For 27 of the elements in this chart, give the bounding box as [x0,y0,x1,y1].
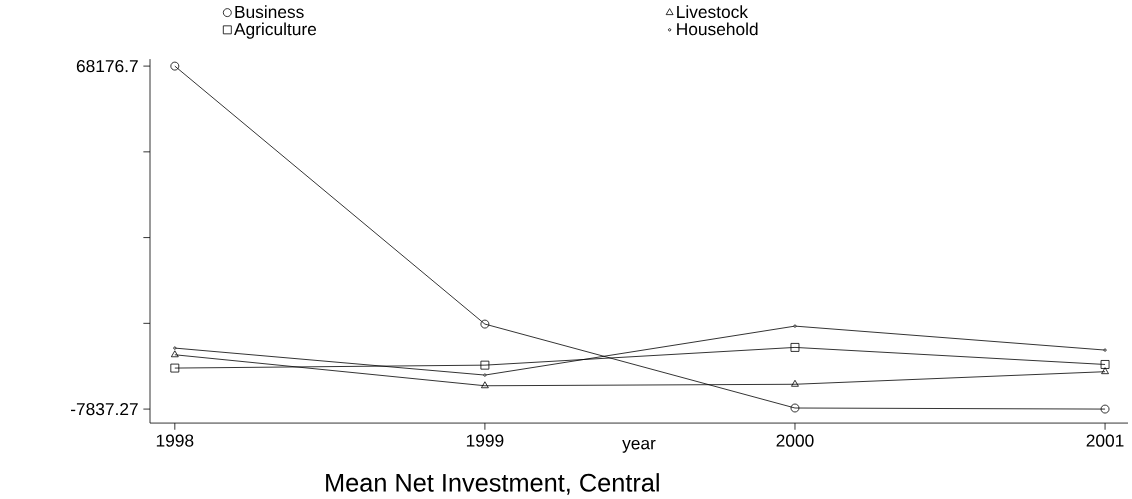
point [173,346,177,350]
legend-label: Business [235,5,304,18]
point [480,319,490,329]
point [483,373,487,377]
text: Mean Net Investment, Central [326,473,659,495]
point [481,381,489,389]
point [170,61,180,71]
point [1100,404,1110,414]
point [791,379,799,387]
x-axis-title: year [622,439,656,453]
point [790,403,800,413]
point [170,363,180,373]
x-tick-label: 2001 [1086,434,1124,447]
x-tick-label: 2000 [776,434,814,447]
y-tick-label: -7837.27 [71,402,138,416]
legend-label: Livestock [677,5,749,18]
point [790,342,800,352]
point [480,360,490,370]
x-tick-label: 1998 [156,434,194,447]
y-tick-label: 68176.7 [76,59,138,73]
point [1100,359,1110,369]
point [1103,348,1107,352]
x-tick-label: 1999 [466,434,504,447]
legend-label: Household [677,22,758,36]
point [793,324,797,328]
legend-label: Agriculture [234,22,317,39]
point [1101,367,1109,375]
